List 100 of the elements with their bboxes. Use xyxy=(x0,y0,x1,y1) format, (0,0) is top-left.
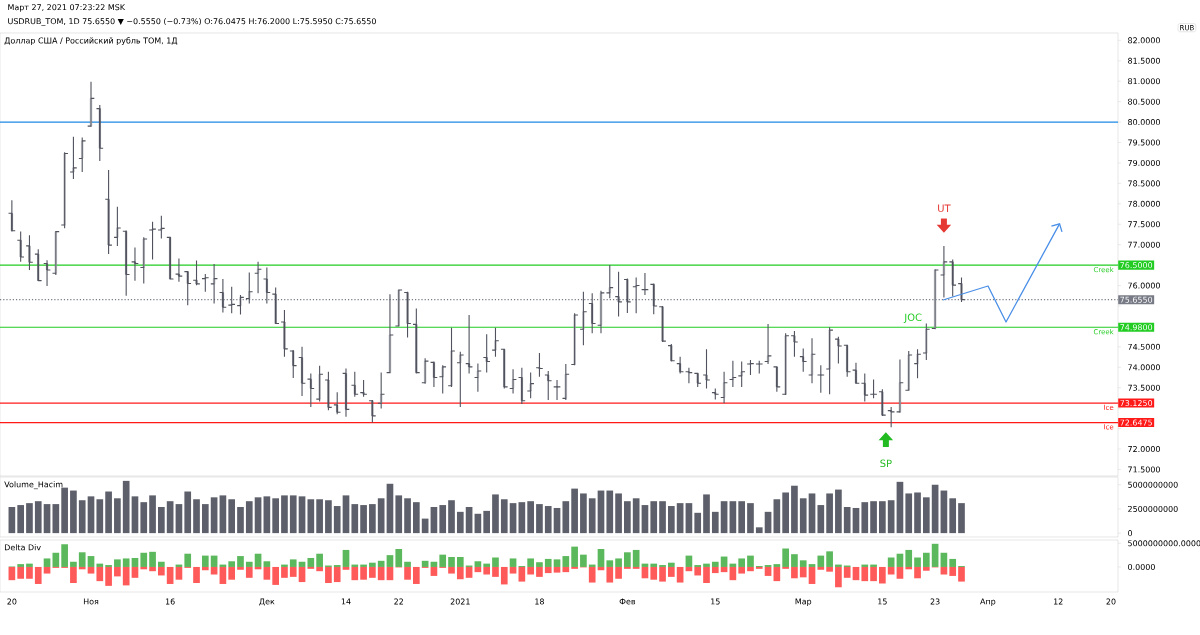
bar xyxy=(17,566,24,579)
bar xyxy=(87,556,95,567)
bar xyxy=(307,557,315,567)
bar xyxy=(448,557,455,567)
candlestick xyxy=(139,236,148,285)
bar xyxy=(483,563,491,567)
bar xyxy=(377,498,385,534)
bar xyxy=(747,566,754,572)
candlestick xyxy=(491,327,500,358)
bar xyxy=(711,561,719,567)
bar xyxy=(879,566,886,584)
bar xyxy=(456,566,464,580)
bar xyxy=(122,558,130,567)
bar xyxy=(808,493,816,534)
candlestick xyxy=(957,276,966,303)
bar xyxy=(958,503,965,534)
bar xyxy=(386,555,394,567)
bar xyxy=(527,558,534,567)
candlestick xyxy=(333,391,342,415)
bar xyxy=(711,566,719,574)
bar xyxy=(342,495,350,534)
candlestick xyxy=(500,348,509,390)
bar xyxy=(78,552,86,567)
candlestick xyxy=(614,271,623,318)
bar xyxy=(949,558,957,567)
candlestick xyxy=(377,372,386,410)
bar xyxy=(764,566,772,576)
bar xyxy=(879,501,886,534)
bar xyxy=(553,559,561,567)
bar xyxy=(694,566,702,576)
bar xyxy=(940,566,948,575)
bar xyxy=(817,566,825,570)
bar xyxy=(325,566,332,584)
bar xyxy=(562,556,570,567)
bar xyxy=(26,503,33,534)
bar xyxy=(131,496,139,534)
bar xyxy=(773,564,781,567)
candlestick xyxy=(482,333,491,374)
annotation: UT xyxy=(938,204,951,213)
bar xyxy=(632,549,640,567)
bar xyxy=(500,499,508,534)
bar xyxy=(958,566,965,582)
bar xyxy=(922,497,930,534)
bar xyxy=(325,500,332,534)
candlestick xyxy=(799,347,808,373)
bar xyxy=(43,566,51,574)
bar xyxy=(96,563,104,567)
candlestick xyxy=(69,136,78,180)
bar xyxy=(826,566,833,572)
bar xyxy=(96,566,104,582)
bar xyxy=(527,566,534,575)
candlestick xyxy=(913,348,922,379)
candlestick xyxy=(667,343,676,363)
bar xyxy=(509,558,517,567)
bar xyxy=(492,557,499,567)
bar xyxy=(659,566,666,582)
bar xyxy=(105,566,112,586)
bar xyxy=(791,566,798,579)
bar xyxy=(272,566,279,585)
bar xyxy=(228,566,236,580)
bar xyxy=(949,566,957,576)
bar xyxy=(492,494,499,534)
bar xyxy=(158,561,165,567)
bar xyxy=(17,505,24,534)
bar xyxy=(360,505,367,534)
bar xyxy=(580,554,587,567)
bar xyxy=(571,546,578,567)
bar xyxy=(720,501,728,534)
bar xyxy=(131,557,139,567)
bar xyxy=(448,566,455,574)
bar xyxy=(667,506,675,534)
bar xyxy=(34,501,42,534)
bar xyxy=(544,506,552,534)
bar xyxy=(272,498,279,534)
candlestick xyxy=(570,312,579,366)
bar xyxy=(483,566,491,575)
bar xyxy=(650,563,658,567)
bar xyxy=(254,497,262,534)
bar xyxy=(184,491,192,534)
bar xyxy=(817,505,825,534)
candlestick xyxy=(113,206,122,247)
bar xyxy=(26,566,33,579)
bar xyxy=(219,495,227,534)
bar xyxy=(773,499,781,534)
candlestick xyxy=(693,372,702,388)
bar xyxy=(237,507,244,534)
bar xyxy=(87,566,95,574)
bar xyxy=(210,566,218,575)
bar xyxy=(114,559,121,567)
candlestick xyxy=(324,371,333,411)
bar xyxy=(615,566,622,579)
bar xyxy=(96,499,104,534)
bar xyxy=(843,566,851,578)
bar xyxy=(738,501,746,534)
bar xyxy=(703,494,710,534)
bar xyxy=(114,498,121,534)
bar xyxy=(747,503,754,534)
bar xyxy=(404,561,411,567)
bar xyxy=(43,504,51,534)
bar xyxy=(667,566,675,577)
